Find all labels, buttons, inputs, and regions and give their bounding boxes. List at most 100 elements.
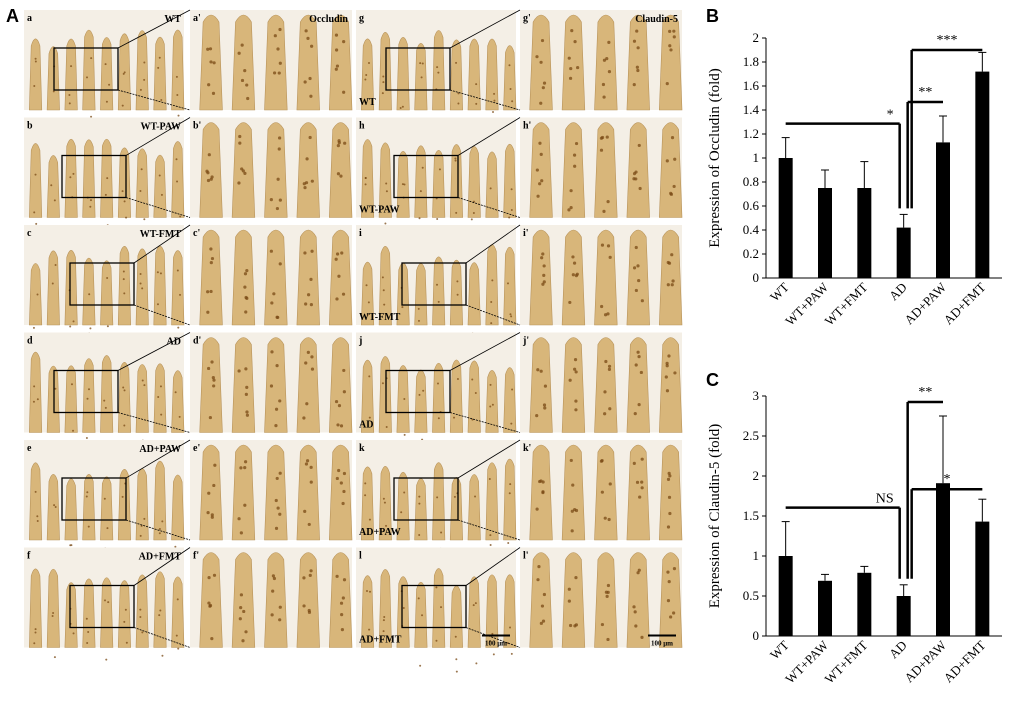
- stain-spot: [106, 276, 109, 279]
- bar-AD+FMT: [975, 71, 990, 278]
- stain-spot: [269, 249, 273, 253]
- stain-spot: [238, 141, 242, 145]
- stain-spot: [175, 634, 178, 637]
- panel-tag: l': [523, 551, 529, 562]
- stain-spot: [436, 66, 439, 69]
- stain-spot: [243, 171, 247, 175]
- inset-line: [465, 627, 521, 648]
- stain-spot: [603, 412, 607, 416]
- villus-shape: [117, 469, 131, 541]
- bar-WT+PAW: [818, 188, 832, 278]
- villus-shape: [561, 14, 586, 111]
- villus-shape: [378, 142, 392, 218]
- stain-spot: [303, 186, 307, 190]
- villus-shape: [378, 569, 392, 648]
- stain-spot: [403, 491, 406, 494]
- stain-spot: [305, 157, 309, 161]
- stain-spot: [342, 390, 346, 394]
- stain-spot: [418, 495, 421, 498]
- panel-tag: b: [27, 121, 33, 132]
- stain-spot: [600, 304, 604, 309]
- stain-spot: [212, 384, 216, 388]
- stain-spot: [608, 482, 612, 486]
- stain-spot: [336, 172, 341, 176]
- villus-shape: [361, 139, 375, 218]
- stain-spot: [86, 397, 89, 400]
- stain-spot: [510, 652, 513, 655]
- stain-spot: [421, 166, 424, 169]
- stain-spot: [542, 273, 546, 278]
- stain-spot: [210, 515, 214, 519]
- villus-shape: [467, 262, 481, 326]
- micrograph-pair-j: j j' AD: [356, 332, 683, 450]
- stain-spot: [492, 111, 495, 114]
- inset-line: [449, 332, 521, 371]
- stain-spot: [342, 471, 347, 476]
- stain-spot: [104, 63, 107, 66]
- stain-spot: [453, 416, 456, 419]
- stain-spot: [68, 94, 71, 97]
- stain-spot: [177, 647, 180, 650]
- stain-spot: [143, 384, 146, 387]
- stain-spot: [123, 389, 126, 392]
- stain-spot: [665, 159, 669, 163]
- villus-shape: [485, 244, 499, 326]
- stain-spot: [367, 301, 370, 304]
- stain-spot: [607, 367, 612, 372]
- stain-spot: [606, 637, 610, 642]
- stain-spot: [270, 350, 274, 354]
- stain-spot: [275, 364, 279, 368]
- stain-spot: [309, 569, 313, 573]
- stain-spot: [278, 198, 282, 202]
- stain-spot: [239, 531, 243, 535]
- villus-shape: [135, 574, 149, 648]
- inset-line: [133, 627, 191, 648]
- stain-spot: [106, 177, 109, 180]
- stain-spot: [241, 639, 245, 643]
- stain-spot: [209, 289, 213, 294]
- stain-spot: [638, 186, 642, 191]
- stain-spot: [492, 653, 495, 656]
- stain-spot: [541, 282, 545, 286]
- stain-spot: [400, 511, 403, 514]
- villus-shape: [46, 568, 60, 648]
- villus-shape: [29, 351, 43, 433]
- stain-spot: [640, 635, 644, 639]
- stain-spot: [207, 601, 211, 605]
- stain-spot: [668, 511, 672, 516]
- stain-spot: [607, 364, 612, 368]
- stain-spot: [244, 630, 248, 634]
- stain-spot: [339, 481, 343, 485]
- stain-spot: [158, 614, 161, 617]
- stain-spot: [437, 417, 440, 420]
- villus-shape: [29, 462, 43, 541]
- stain-spot: [384, 222, 387, 225]
- stain-spot: [607, 40, 611, 44]
- stain-spot: [475, 102, 478, 105]
- villus-shape: [503, 246, 517, 326]
- stain-spot: [72, 320, 75, 323]
- stain-spot: [632, 605, 636, 609]
- stain-spot: [209, 260, 213, 265]
- group-label: WT-PAW: [359, 205, 400, 216]
- stain-spot: [669, 192, 674, 196]
- stain-spot: [535, 168, 539, 172]
- bar-AD: [896, 596, 911, 636]
- villus-shape: [432, 568, 446, 648]
- stain-spot: [454, 635, 457, 638]
- stain-spot: [369, 590, 372, 593]
- stain-spot: [664, 375, 668, 379]
- stain-spot: [538, 141, 542, 145]
- scale-bar-label: 100 μm: [651, 640, 673, 648]
- stain-spot: [274, 526, 279, 531]
- villus-shape: [153, 571, 167, 648]
- stain-spot: [382, 619, 385, 622]
- stain-spot: [245, 413, 250, 417]
- stain-spot: [143, 517, 146, 520]
- villus-shape: [503, 367, 517, 433]
- stain-spot: [608, 407, 612, 411]
- stain-spot: [401, 105, 404, 108]
- villus-shape: [82, 139, 96, 218]
- stain-spot: [601, 82, 606, 87]
- inset-line: [133, 224, 191, 264]
